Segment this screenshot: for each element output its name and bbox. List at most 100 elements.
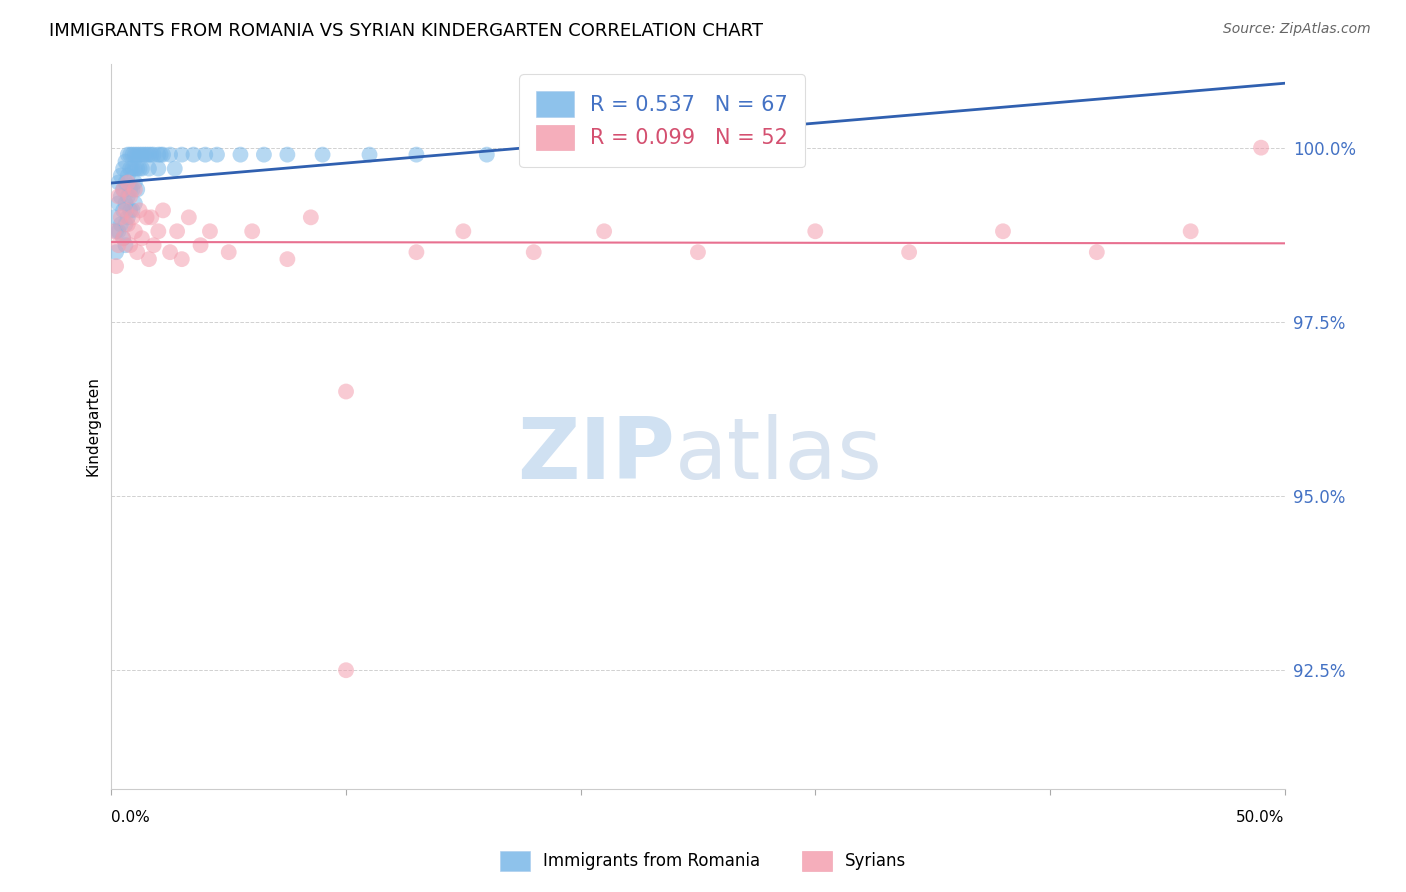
Point [127, 245, 149, 260]
Point [159, 147, 181, 161]
Point [124, 176, 146, 190]
Point [124, 147, 146, 161]
Point [898, 245, 921, 260]
Point [120, 147, 142, 161]
Point [107, 189, 129, 203]
Point [114, 154, 136, 169]
Point [475, 147, 498, 161]
Point [148, 147, 170, 161]
Point [117, 169, 139, 183]
Point [141, 211, 163, 225]
Point [253, 147, 276, 161]
Point [148, 224, 170, 238]
Point [229, 147, 252, 161]
Point [124, 161, 146, 176]
Point [112, 231, 135, 245]
Point [121, 161, 143, 176]
Point [453, 224, 475, 238]
Point [276, 147, 298, 161]
Point [142, 238, 165, 252]
Point [103, 211, 125, 225]
Point [120, 203, 142, 218]
Point [112, 231, 135, 245]
Point [127, 147, 149, 161]
Point [117, 176, 139, 190]
Point [152, 147, 174, 161]
Point [107, 224, 129, 238]
Point [114, 176, 136, 190]
Point [131, 231, 153, 245]
Point [335, 663, 357, 677]
Point [569, 147, 592, 161]
Point [120, 238, 142, 252]
Point [120, 189, 142, 203]
Point [121, 203, 143, 218]
Point [240, 224, 263, 238]
Point [183, 147, 205, 161]
Point [121, 147, 143, 161]
Point [141, 147, 163, 161]
Point [112, 203, 135, 218]
Text: Source: ZipAtlas.com: Source: ZipAtlas.com [1223, 22, 1371, 37]
Text: 50.0%: 50.0% [1236, 810, 1285, 824]
Point [105, 224, 128, 238]
Point [131, 161, 153, 176]
Point [128, 203, 150, 218]
Point [170, 147, 193, 161]
Point [166, 224, 188, 238]
Legend: R = 0.537   N = 67, R = 0.099   N = 52: R = 0.537 N = 67, R = 0.099 N = 52 [519, 74, 804, 167]
Point [112, 161, 135, 176]
Point [103, 224, 125, 238]
Point [159, 245, 181, 260]
Text: atlas: atlas [675, 414, 883, 497]
Point [138, 252, 160, 267]
Y-axis label: Kindergarten: Kindergarten [86, 376, 100, 476]
Point [105, 245, 128, 260]
Point [120, 182, 142, 196]
Point [107, 196, 129, 211]
Text: 0.0%: 0.0% [111, 810, 150, 824]
Point [1085, 245, 1108, 260]
Point [170, 252, 193, 267]
Point [163, 161, 186, 176]
Point [110, 189, 132, 203]
Point [117, 147, 139, 161]
Point [134, 147, 156, 161]
Point [1250, 141, 1272, 155]
Point [117, 211, 139, 225]
Point [107, 238, 129, 252]
Point [523, 245, 546, 260]
Point [276, 252, 298, 267]
Point [124, 224, 146, 238]
Point [128, 147, 150, 161]
Text: ZIP: ZIP [517, 414, 675, 497]
Point [114, 217, 136, 231]
Point [110, 169, 132, 183]
Point [127, 182, 149, 196]
Point [190, 238, 212, 252]
Point [138, 147, 160, 161]
Point [593, 224, 616, 238]
Point [194, 147, 217, 161]
Point [138, 161, 160, 176]
Point [804, 224, 827, 238]
Point [121, 182, 143, 196]
Point [142, 147, 165, 161]
Point [105, 259, 128, 273]
Point [110, 211, 132, 225]
Point [117, 189, 139, 203]
Point [664, 141, 686, 155]
Point [127, 161, 149, 176]
Point [198, 224, 221, 238]
Point [205, 147, 228, 161]
Point [405, 147, 427, 161]
Point [114, 203, 136, 218]
Point [124, 196, 146, 211]
Text: IMMIGRANTS FROM ROMANIA VS SYRIAN KINDERGARTEN CORRELATION CHART: IMMIGRANTS FROM ROMANIA VS SYRIAN KINDER… [49, 22, 763, 40]
Point [148, 161, 170, 176]
Point [107, 176, 129, 190]
Point [120, 161, 142, 176]
Point [1180, 224, 1202, 238]
Point [112, 182, 135, 196]
Point [311, 147, 333, 161]
